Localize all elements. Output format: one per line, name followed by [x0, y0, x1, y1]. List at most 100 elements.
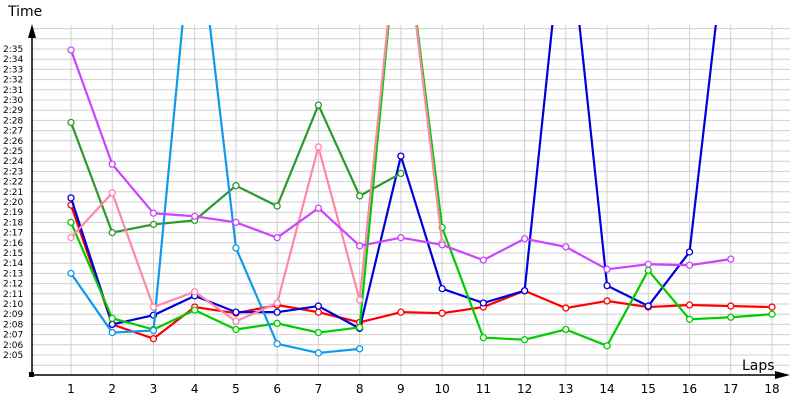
y-tick-label: 2:24 [3, 157, 23, 167]
data-point[interactable] [67, 218, 75, 227]
data-point[interactable] [520, 336, 529, 344]
data-point[interactable] [768, 310, 776, 318]
y-axis-arrow-icon [28, 24, 36, 38]
data-point[interactable] [685, 261, 694, 269]
data-point[interactable] [149, 209, 158, 217]
data-point[interactable] [67, 269, 75, 278]
data-point[interactable] [479, 334, 488, 342]
data-point[interactable] [479, 256, 488, 264]
data-point[interactable] [603, 281, 611, 290]
data-point[interactable] [314, 349, 323, 357]
x-tick-label: 5 [232, 382, 240, 396]
data-point[interactable] [685, 248, 694, 256]
data-point[interactable] [520, 235, 529, 243]
data-point[interactable] [727, 313, 735, 321]
data-point[interactable] [191, 212, 199, 220]
data-point[interactable] [603, 265, 611, 273]
y-tick-label: 2:28 [3, 116, 23, 126]
x-tick-label: 12 [517, 382, 532, 396]
data-point[interactable] [108, 328, 116, 337]
data-point[interactable] [644, 266, 652, 274]
data-point[interactable] [232, 244, 240, 252]
y-tick-label: 2:05 [3, 351, 23, 361]
y-tick-label: 2:31 [3, 86, 23, 96]
data-point[interactable] [438, 309, 446, 317]
y-tick-label: 2:18 [3, 218, 23, 228]
axes: Time Laps [7, 4, 790, 379]
data-point[interactable] [314, 328, 323, 337]
data-point[interactable] [644, 302, 652, 310]
data-point[interactable] [191, 306, 199, 314]
data-point[interactable] [562, 243, 570, 251]
data-point[interactable] [397, 152, 405, 160]
y-tick-label: 2:10 [3, 300, 23, 310]
data-point[interactable] [355, 345, 364, 353]
data-point[interactable] [479, 299, 488, 307]
data-point[interactable] [355, 296, 364, 304]
data-point[interactable] [314, 143, 323, 151]
y-tick-label: 2:25 [3, 147, 23, 157]
data-point[interactable] [314, 302, 323, 310]
data-point[interactable] [67, 194, 75, 202]
data-point[interactable] [232, 218, 240, 227]
data-point[interactable] [273, 234, 281, 242]
data-point[interactable] [562, 304, 570, 312]
data-point[interactable] [644, 260, 652, 268]
data-point[interactable] [232, 325, 240, 334]
data-point[interactable] [67, 234, 75, 242]
data-point[interactable] [232, 317, 240, 325]
data-point[interactable] [273, 299, 281, 307]
data-point[interactable] [355, 242, 364, 250]
data-point[interactable] [397, 234, 405, 242]
data-point[interactable] [397, 308, 405, 316]
data-point[interactable] [108, 160, 116, 168]
data-point[interactable] [685, 301, 694, 309]
data-point[interactable] [727, 255, 735, 263]
data-point[interactable] [273, 340, 281, 348]
data-point[interactable] [273, 308, 281, 316]
y-tick-label: 2:07 [3, 331, 23, 341]
data-point[interactable] [314, 101, 323, 109]
y-tick-label: 2:26 [3, 137, 23, 147]
x-tick-label: 4 [191, 382, 199, 396]
y-tick-label: 2:22 [3, 178, 23, 188]
y-tick-label: 2:09 [3, 310, 23, 320]
y-tick-label: 2:29 [3, 106, 23, 116]
data-point[interactable] [768, 303, 776, 311]
data-point[interactable] [149, 220, 158, 229]
y-tick-label: 2:20 [3, 198, 23, 208]
data-point[interactable] [149, 335, 158, 343]
x-axis-arrow-icon [775, 371, 790, 379]
data-point[interactable] [603, 297, 611, 305]
data-point[interactable] [314, 204, 323, 212]
data-point[interactable] [438, 241, 446, 249]
data-point[interactable] [149, 303, 158, 311]
data-point[interactable] [273, 202, 281, 210]
data-point[interactable] [191, 288, 199, 296]
series-lines [67, 25, 776, 357]
data-point[interactable] [562, 325, 570, 334]
y-tick-label: 2:21 [3, 188, 23, 198]
y-tick-labels: 2:052:062:072:082:092:102:112:122:132:14… [3, 45, 23, 361]
data-point[interactable] [397, 169, 405, 178]
data-point[interactable] [149, 326, 158, 335]
data-point[interactable] [232, 182, 240, 190]
data-point[interactable] [438, 285, 446, 293]
data-point[interactable] [355, 192, 364, 200]
data-point[interactable] [520, 287, 529, 295]
data-point[interactable] [273, 319, 281, 328]
data-point[interactable] [685, 315, 694, 323]
data-point[interactable] [314, 308, 323, 316]
data-point[interactable] [232, 308, 240, 316]
data-point[interactable] [108, 314, 116, 322]
data-point[interactable] [727, 302, 735, 310]
y-tick-label: 2:14 [3, 259, 23, 269]
data-point[interactable] [108, 320, 116, 329]
data-point[interactable] [67, 118, 75, 127]
data-point[interactable] [108, 189, 116, 197]
data-point[interactable] [603, 342, 611, 350]
data-point[interactable] [67, 46, 75, 54]
data-point[interactable] [355, 323, 364, 332]
data-point[interactable] [108, 228, 116, 237]
